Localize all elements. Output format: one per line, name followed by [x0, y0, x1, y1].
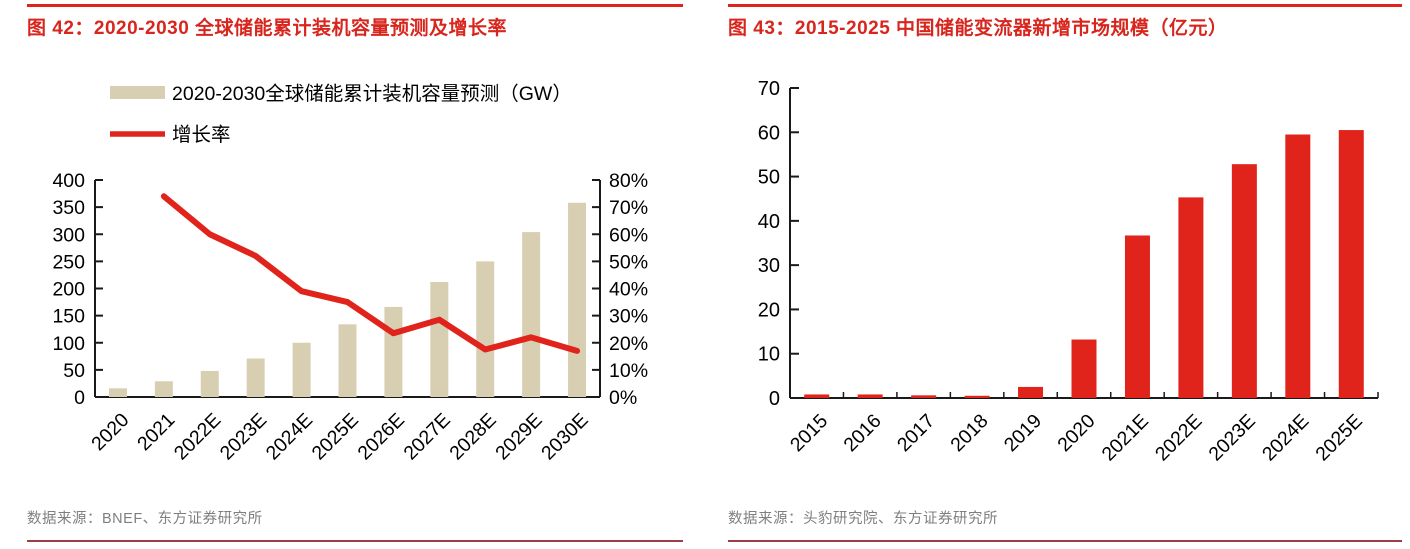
x-axis-label-2027E: 2027E [399, 409, 454, 464]
right-axis-tick-label: 20% [609, 333, 648, 355]
x-axis-label-2024E: 2024E [1258, 410, 1313, 465]
right-axis-tick-label: 60% [609, 224, 648, 246]
market-size-bar-2017 [911, 395, 937, 398]
left-axis-tick-label: 400 [52, 170, 85, 192]
capacity-bar-2025E [338, 324, 357, 397]
x-axis-label-2016: 2016 [839, 410, 885, 456]
x-axis-label-2015: 2015 [786, 410, 832, 456]
legend-line-label: 增长率 [172, 124, 231, 146]
capacity-bar-2028E [476, 261, 495, 397]
left-axis-tick-label: 100 [52, 333, 85, 355]
x-axis-label-2017: 2017 [893, 410, 939, 456]
x-axis-label-2023E: 2023E [216, 409, 271, 464]
figure-43-top-rule [728, 4, 1402, 7]
right-axis-tick-label: 50% [609, 251, 648, 273]
right-axis-tick-label: 0% [609, 387, 637, 409]
figure-43-bottom-rule [728, 540, 1402, 542]
market-size-bar-2021E [1124, 235, 1150, 398]
right-axis-tick-label: 40% [609, 279, 648, 301]
legend-bar-swatch [110, 86, 165, 99]
market-size-bar-2023E [1231, 164, 1257, 398]
figure-43-panel: 图 43：2015-2025 中国储能变流器新增市场规模（亿元） 0 10 20 30… [728, 0, 1402, 549]
market-size-bar-2016 [857, 394, 883, 398]
legend-bar-label: 2020-2030全球储能累计装机容量预测（GW） [172, 83, 572, 105]
right-axis-tick-label: 70% [609, 197, 648, 219]
market-size-bar-2015 [804, 394, 830, 398]
market-size-bar-2022E [1178, 197, 1204, 398]
figure-42-plot: 2020-2030全球储能累计装机容量预测（GW） 增长率 0 50 100 150 200… [52, 83, 648, 464]
figure-42-panel: 图 42：2020-2030 全球储能累计装机容量预测及增长率 2020-203… [27, 0, 683, 549]
capacity-bar-2027E [430, 281, 449, 397]
left-axis-tick-label: 350 [52, 197, 85, 219]
x-axis-label-2025E: 2025E [1311, 410, 1366, 465]
figure-42-title: 图 42：2020-2030 全球储能累计装机容量预测及增长率 [27, 18, 508, 39]
y-axis-tick-label: 40 [758, 211, 780, 233]
market-size-bar-2024E [1285, 134, 1311, 398]
y-axis-tick-label: 20 [758, 299, 780, 321]
figure-42-top-rule [27, 4, 683, 7]
market-size-bar-2025E [1338, 130, 1364, 399]
y-axis-tick-label: 50 [758, 167, 780, 189]
x-axis-label-2024E: 2024E [262, 409, 317, 464]
figure-43-title: 图 43：2015-2025 中国储能变流器新增市场规模（亿元） [728, 18, 1228, 39]
figure-43-chart: 0 10 20 30 40 50 60 70 2015 2016 2017 2018 2019 2020 2… [728, 55, 1402, 480]
capacity-bar-2021 [154, 381, 173, 397]
left-axis-tick-label: 150 [52, 306, 85, 328]
capacity-bar-2026E [384, 306, 403, 397]
capacity-bar-2024E [292, 342, 311, 397]
capacity-bar-2020 [108, 388, 127, 397]
right-axis-tick-label: 10% [609, 360, 648, 382]
left-axis-tick-label: 250 [52, 251, 85, 273]
x-axis-label-2025E: 2025E [308, 409, 363, 464]
market-size-bar-2020 [1071, 339, 1097, 398]
y-axis-tick-label: 0 [769, 388, 780, 410]
x-axis-label-2023E: 2023E [1204, 410, 1259, 465]
x-axis-label-2021E: 2021E [1098, 410, 1153, 465]
y-axis-tick-label: 70 [758, 78, 780, 100]
figure-42-bottom-rule [27, 540, 683, 542]
x-axis-label-2019: 2019 [1000, 410, 1046, 456]
right-axis-tick-label: 80% [609, 170, 648, 192]
capacity-bar-2030E [568, 202, 587, 397]
y-axis-tick-label: 60 [758, 122, 780, 144]
left-axis-tick-label: 0 [74, 387, 85, 409]
growth-rate-line [160, 193, 581, 354]
capacity-bar-2029E [522, 232, 541, 397]
capacity-bar-2022E [200, 370, 219, 397]
capacity-bar-2023E [246, 358, 265, 397]
left-axis-tick-label: 300 [52, 224, 85, 246]
figure-42-chart: 2020-2030全球储能累计装机容量预测（GW） 增长率 0 50 100 150 200… [27, 55, 683, 480]
x-axis-label-2028E: 2028E [445, 409, 500, 464]
x-axis-label-2020: 2020 [1053, 410, 1099, 456]
market-size-bar-2018 [964, 395, 990, 398]
y-axis-tick-label: 10 [758, 344, 780, 366]
x-axis-label-2020: 2020 [87, 409, 133, 455]
figure-42-source: 数据来源：BNEF、东方证券研究所 [27, 511, 263, 527]
x-axis-label-2030E: 2030E [537, 409, 592, 464]
right-axis-tick-label: 30% [609, 306, 648, 328]
x-axis-label-2029E: 2029E [491, 409, 546, 464]
left-axis-tick-label: 50 [63, 360, 85, 382]
market-size-bar-2019 [1018, 386, 1044, 398]
x-axis-label-2026E: 2026E [354, 409, 409, 464]
left-axis-tick-label: 200 [52, 279, 85, 301]
x-axis-label-2018: 2018 [946, 410, 992, 456]
x-axis-label-2022E: 2022E [170, 409, 225, 464]
x-axis-label-2022E: 2022E [1151, 410, 1206, 465]
y-axis-tick-label: 30 [758, 255, 780, 277]
figure-43-source: 数据来源：头豹研究院、东方证券研究所 [728, 511, 998, 527]
